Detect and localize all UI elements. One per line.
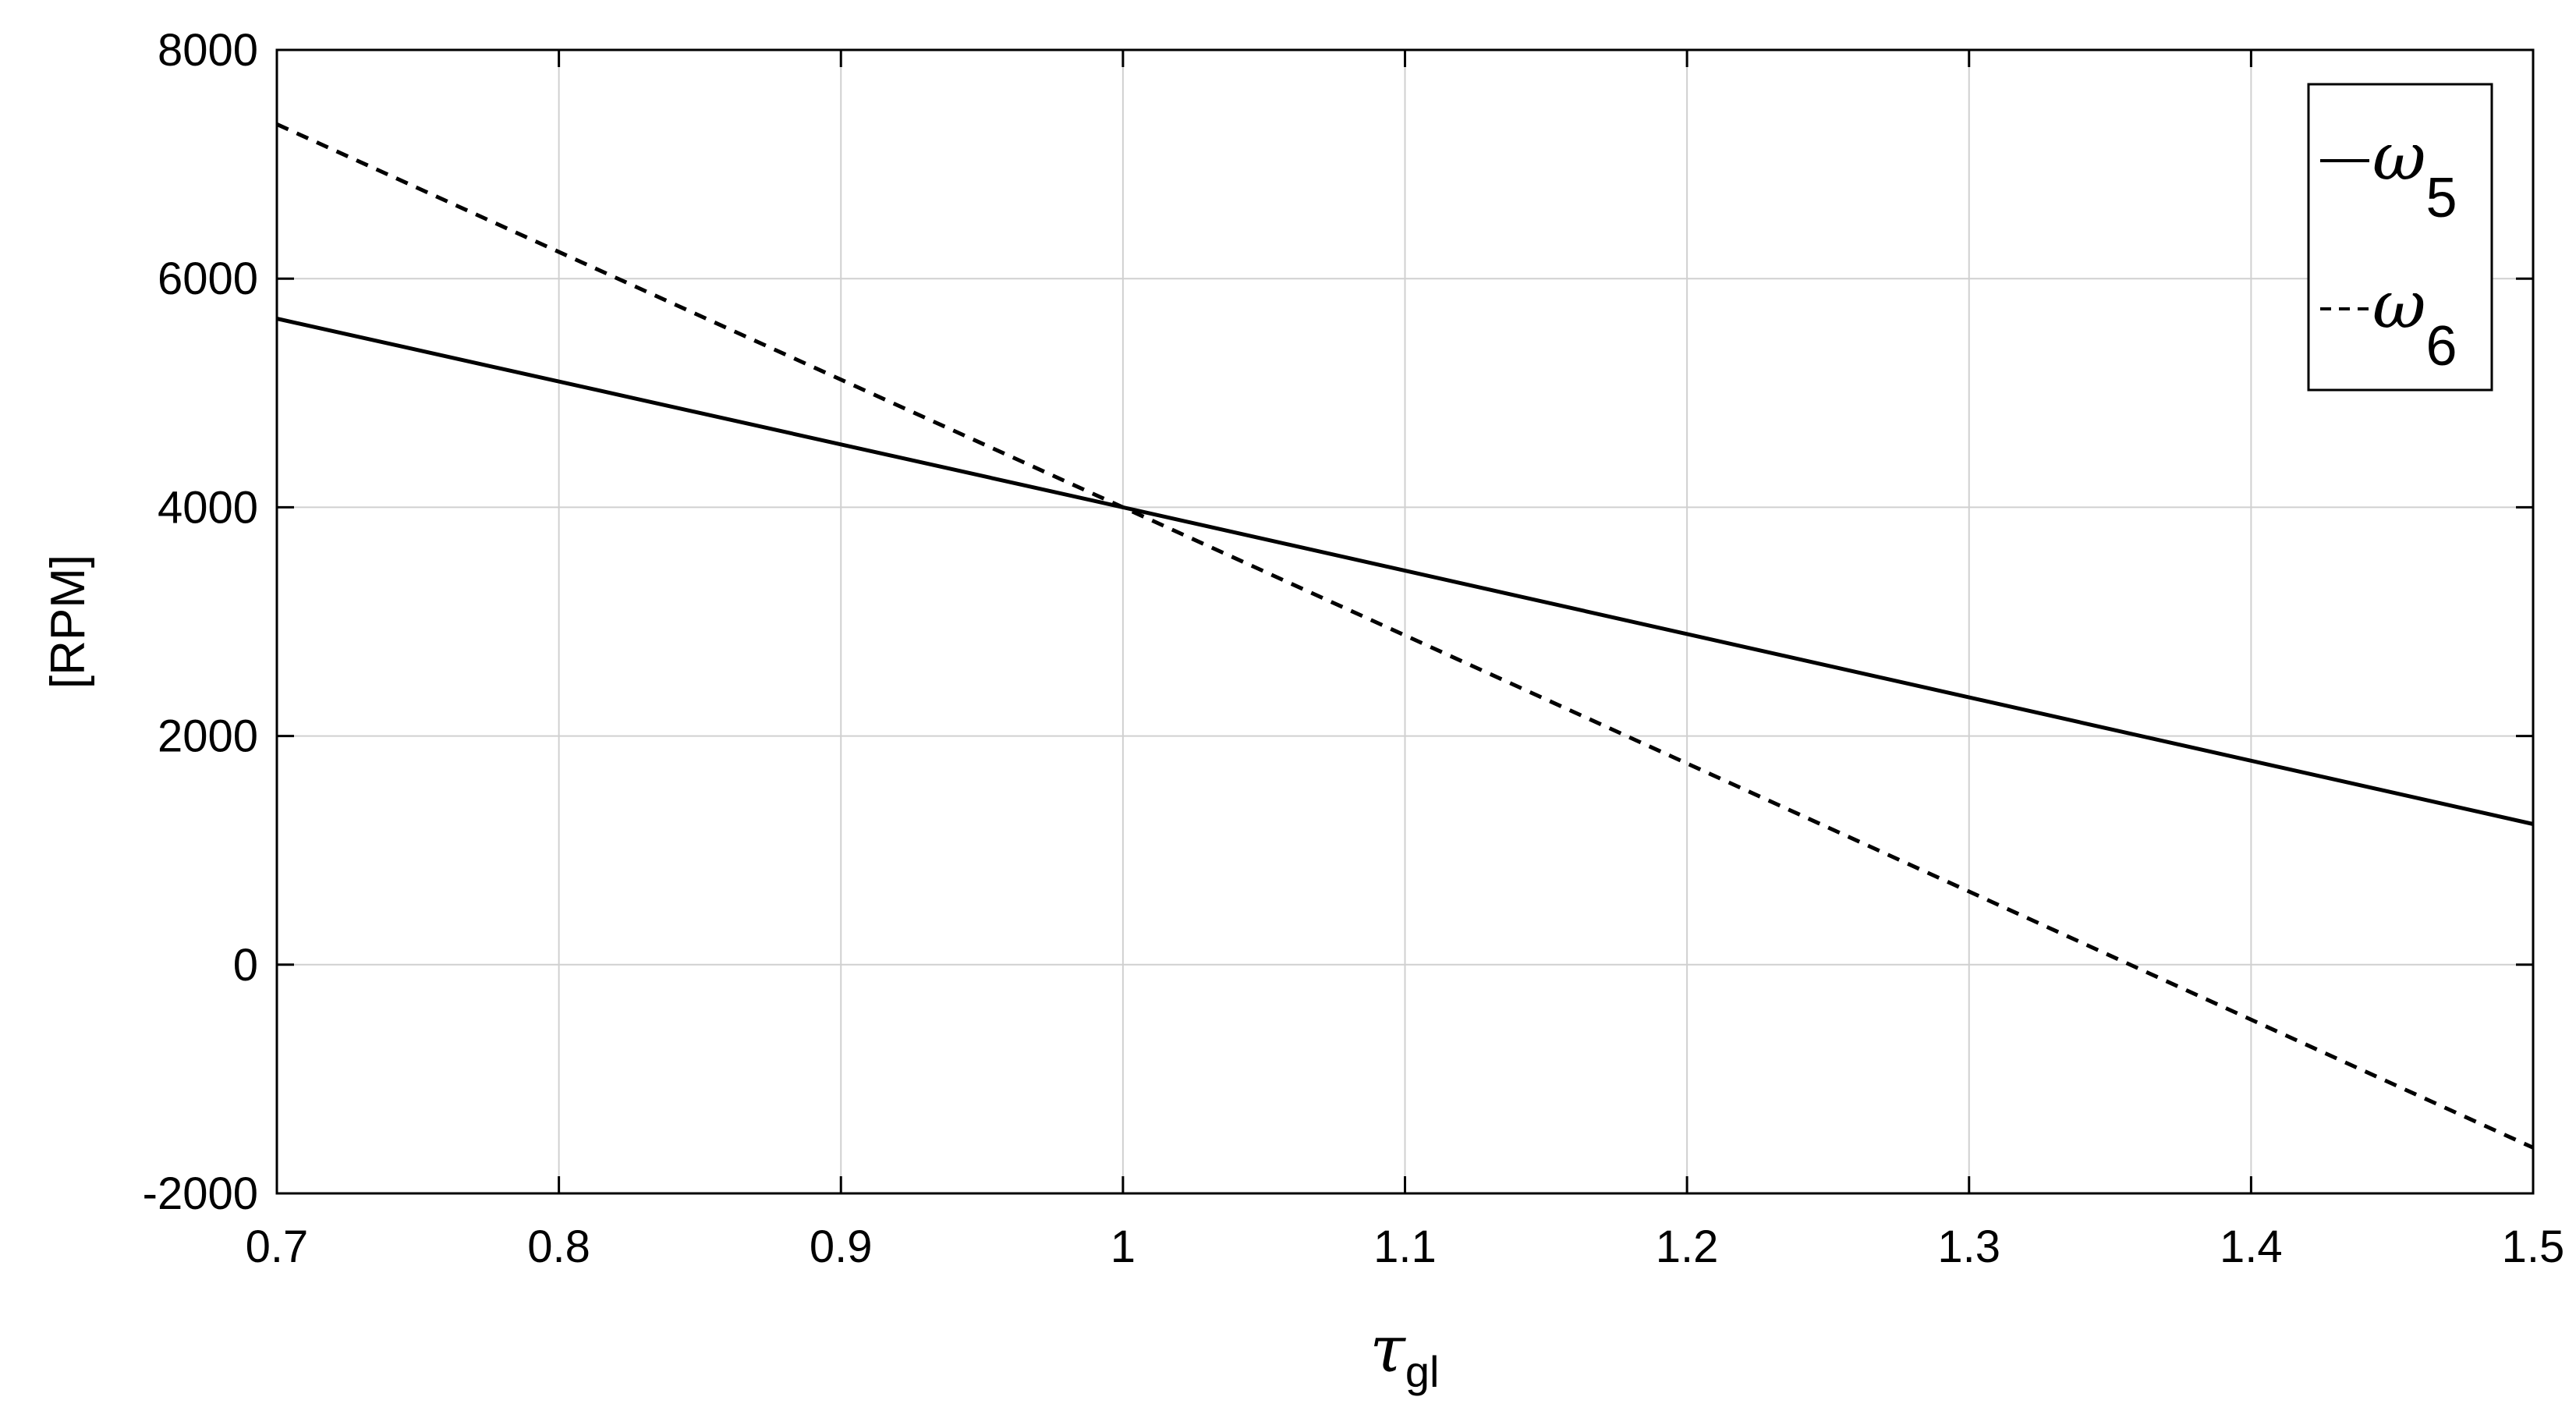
- y-tick-label: 6000: [158, 253, 258, 304]
- x-tick-label: 0.7: [246, 1221, 309, 1272]
- x-tick-labels: 0.7 0.8 0.9 1 1.1 1.2 1.3 1.4 1.5: [246, 1221, 2565, 1272]
- y-tick-label: -2000: [143, 1168, 258, 1219]
- y-axis-label: [RPM]: [41, 555, 95, 689]
- legend-entry-omega6-subscript: 6: [2426, 315, 2457, 378]
- y-tick-label: 8000: [158, 25, 258, 76]
- x-tick-label: 1.2: [1656, 1221, 1719, 1272]
- legend-entry-omega6-symbol: ω: [2372, 267, 2426, 343]
- x-tick-label: 1.5: [2502, 1221, 2565, 1272]
- legend-entry-omega6: ω6: [2372, 267, 2457, 378]
- x-axis-label-symbol: τ: [1370, 1313, 1407, 1387]
- x-tick-label: 1.3: [1937, 1221, 2000, 1272]
- series-line-omega6: [275, 122, 2535, 1150]
- x-tick-label: 1.1: [1373, 1221, 1437, 1272]
- legend-entry-omega5-symbol: ω: [2372, 119, 2426, 195]
- legend-entry-omega5-subscript: 5: [2426, 167, 2457, 229]
- x-tick-label: 1: [1111, 1221, 1136, 1272]
- legend-box: [2307, 83, 2493, 392]
- y-tick-label: 0: [233, 940, 258, 991]
- series-layer: [275, 122, 2535, 1150]
- x-axis-label-subscript: gl: [1405, 1347, 1440, 1396]
- x-axis-label: τgl: [1370, 1313, 1440, 1396]
- legend: ω5 ω6: [2307, 83, 2493, 392]
- x-tick-label: 1.4: [2220, 1221, 2283, 1272]
- tick-marks: [275, 48, 2535, 1195]
- legend-entry-omega5: ω5: [2372, 119, 2457, 229]
- x-tick-label: 0.9: [810, 1221, 873, 1272]
- x-tick-label: 0.8: [527, 1221, 590, 1272]
- y-tick-label: 2000: [158, 711, 258, 762]
- y-tick-label: 4000: [158, 482, 258, 533]
- y-tick-labels: -2000 0 2000 4000 6000 8000: [143, 25, 258, 1219]
